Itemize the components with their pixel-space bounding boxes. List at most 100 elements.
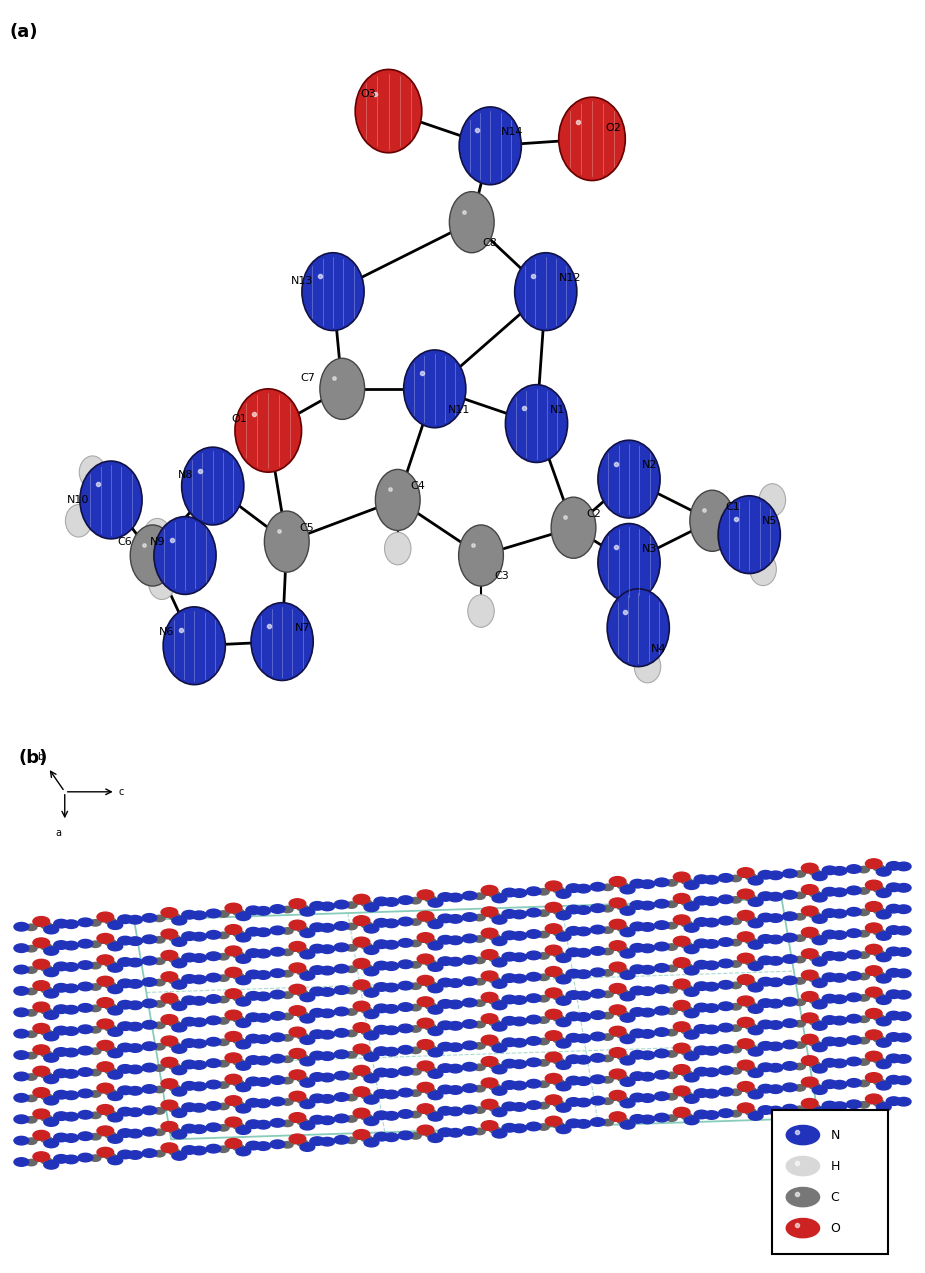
Circle shape <box>282 1077 293 1083</box>
Circle shape <box>704 1090 719 1097</box>
Circle shape <box>737 1102 754 1113</box>
Circle shape <box>78 1132 92 1141</box>
Circle shape <box>886 990 901 998</box>
Circle shape <box>704 961 719 970</box>
Circle shape <box>783 998 797 1006</box>
Ellipse shape <box>144 518 170 551</box>
Circle shape <box>795 934 806 941</box>
Circle shape <box>783 955 797 964</box>
Circle shape <box>97 913 114 922</box>
Circle shape <box>384 1133 399 1142</box>
Circle shape <box>876 1039 891 1048</box>
Circle shape <box>97 1083 114 1092</box>
Circle shape <box>620 1099 635 1108</box>
Circle shape <box>886 925 901 934</box>
Circle shape <box>730 1025 741 1031</box>
Circle shape <box>590 1096 605 1105</box>
Circle shape <box>737 995 754 1006</box>
Circle shape <box>300 1015 314 1023</box>
Circle shape <box>481 993 498 1002</box>
Circle shape <box>353 937 370 947</box>
Circle shape <box>142 978 157 987</box>
Circle shape <box>246 1013 261 1021</box>
Text: O: O <box>831 1222 841 1235</box>
Circle shape <box>746 1066 757 1072</box>
Circle shape <box>876 974 891 983</box>
Text: C2: C2 <box>586 509 601 519</box>
Circle shape <box>846 929 861 937</box>
Circle shape <box>545 988 561 998</box>
Circle shape <box>896 990 911 999</box>
Circle shape <box>809 976 820 983</box>
Circle shape <box>172 959 187 967</box>
Circle shape <box>783 869 797 878</box>
Text: C1: C1 <box>725 502 740 512</box>
Circle shape <box>346 988 357 994</box>
Circle shape <box>730 1003 741 1009</box>
Circle shape <box>462 1083 477 1092</box>
Circle shape <box>684 1095 699 1104</box>
Circle shape <box>809 911 820 918</box>
Circle shape <box>282 992 293 998</box>
Circle shape <box>206 1101 221 1110</box>
Circle shape <box>512 1017 527 1026</box>
Circle shape <box>191 1146 206 1155</box>
Circle shape <box>64 1134 79 1142</box>
Circle shape <box>33 1002 50 1012</box>
Circle shape <box>26 967 37 974</box>
Circle shape <box>64 1027 79 1035</box>
Circle shape <box>795 914 806 920</box>
Circle shape <box>748 1111 763 1120</box>
Circle shape <box>556 1125 571 1133</box>
Circle shape <box>620 1120 635 1129</box>
Circle shape <box>654 1092 669 1100</box>
Circle shape <box>566 1076 581 1085</box>
Circle shape <box>282 906 293 913</box>
Circle shape <box>684 924 699 932</box>
Ellipse shape <box>690 490 734 551</box>
Text: C4: C4 <box>411 481 426 491</box>
Circle shape <box>310 1030 325 1039</box>
Circle shape <box>512 910 527 919</box>
Circle shape <box>795 1063 806 1069</box>
Circle shape <box>334 1072 349 1080</box>
Circle shape <box>746 959 757 965</box>
Circle shape <box>786 1218 820 1237</box>
Circle shape <box>673 979 690 989</box>
Circle shape <box>353 1044 370 1054</box>
Circle shape <box>425 1067 436 1073</box>
Circle shape <box>346 1051 357 1058</box>
Circle shape <box>33 980 50 990</box>
Circle shape <box>481 906 498 917</box>
Circle shape <box>545 1009 561 1018</box>
Circle shape <box>684 881 699 890</box>
Circle shape <box>154 1066 165 1072</box>
Circle shape <box>246 970 261 979</box>
Circle shape <box>886 969 901 978</box>
Ellipse shape <box>450 192 494 253</box>
Circle shape <box>361 1092 372 1099</box>
Circle shape <box>681 1113 692 1119</box>
Circle shape <box>14 965 29 974</box>
Circle shape <box>474 936 485 942</box>
Circle shape <box>489 998 500 1004</box>
Circle shape <box>43 947 58 955</box>
Circle shape <box>474 1106 485 1114</box>
Circle shape <box>117 1001 132 1009</box>
Circle shape <box>719 980 734 989</box>
Circle shape <box>206 1059 221 1068</box>
Circle shape <box>576 1099 591 1106</box>
Circle shape <box>218 1104 229 1110</box>
Circle shape <box>14 923 29 931</box>
Circle shape <box>270 1076 285 1085</box>
Circle shape <box>566 969 581 978</box>
Circle shape <box>737 932 754 942</box>
Circle shape <box>300 971 314 980</box>
Circle shape <box>617 1011 628 1017</box>
Circle shape <box>41 1136 52 1143</box>
Circle shape <box>809 1104 820 1110</box>
Circle shape <box>310 966 325 974</box>
Circle shape <box>43 1054 58 1062</box>
Circle shape <box>502 1059 517 1068</box>
Circle shape <box>673 1001 690 1009</box>
